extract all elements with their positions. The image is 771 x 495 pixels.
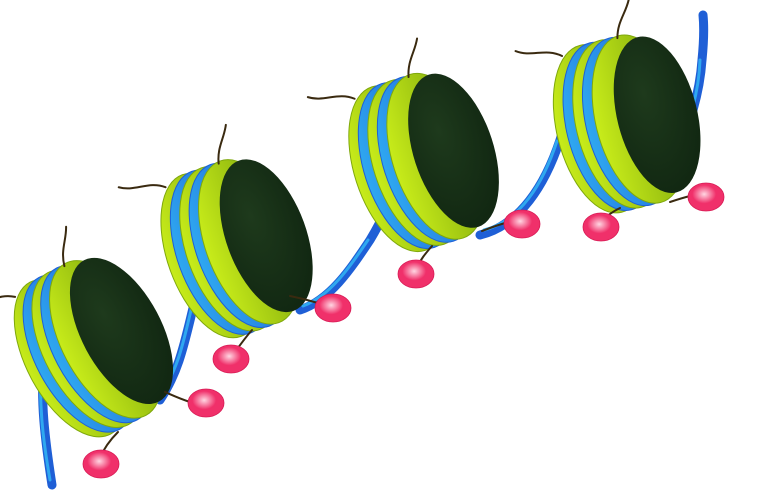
histone-octamer (13, 257, 174, 438)
histone-tail (407, 37, 419, 79)
modification-tag (687, 182, 725, 212)
modification-tags (82, 182, 725, 479)
dna-strand-highlight (39, 58, 702, 482)
modification-tag (212, 344, 250, 374)
nucleosome-3 (306, 37, 499, 253)
nucleosome-1 (0, 225, 174, 438)
histone-octamer (552, 34, 701, 214)
modification-tag (187, 388, 225, 418)
modification-tag (314, 293, 352, 323)
nucleosome-2 (117, 123, 313, 339)
histone-tail (117, 184, 167, 190)
modification-tag (397, 259, 435, 289)
histone-tail (0, 295, 17, 305)
histone-tail (514, 50, 564, 57)
nucleosome-4 (514, 0, 701, 214)
modification-tag (582, 212, 620, 242)
histone-octamer (348, 72, 499, 253)
modification-tag (503, 209, 541, 239)
histone-tail (616, 0, 630, 40)
histone-tail (217, 123, 227, 165)
histone-tail (62, 225, 68, 268)
modification-tag (82, 449, 120, 479)
histone-octamer (160, 159, 313, 339)
histone-tail (306, 95, 356, 100)
